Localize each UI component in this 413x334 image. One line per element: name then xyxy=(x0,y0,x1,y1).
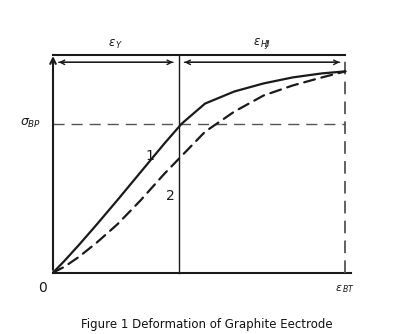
Text: $\sigma_{\mathit{BP}}$: $\sigma_{\mathit{BP}}$ xyxy=(20,117,41,130)
Text: $\varepsilon_{\,Y}$: $\varepsilon_{\,Y}$ xyxy=(108,38,123,51)
Text: Figure 1 Deformation of Graphite Eectrode: Figure 1 Deformation of Graphite Eectrod… xyxy=(81,318,332,331)
Text: $\varepsilon_{\mathit{\,BT}}$: $\varepsilon_{\mathit{\,BT}}$ xyxy=(335,283,355,295)
Text: 0: 0 xyxy=(38,281,47,295)
Text: 2: 2 xyxy=(166,189,174,203)
Text: $\varepsilon_{\,H\!J\!I}$: $\varepsilon_{\,H\!J\!I}$ xyxy=(253,36,271,51)
Text: 1: 1 xyxy=(145,149,154,163)
